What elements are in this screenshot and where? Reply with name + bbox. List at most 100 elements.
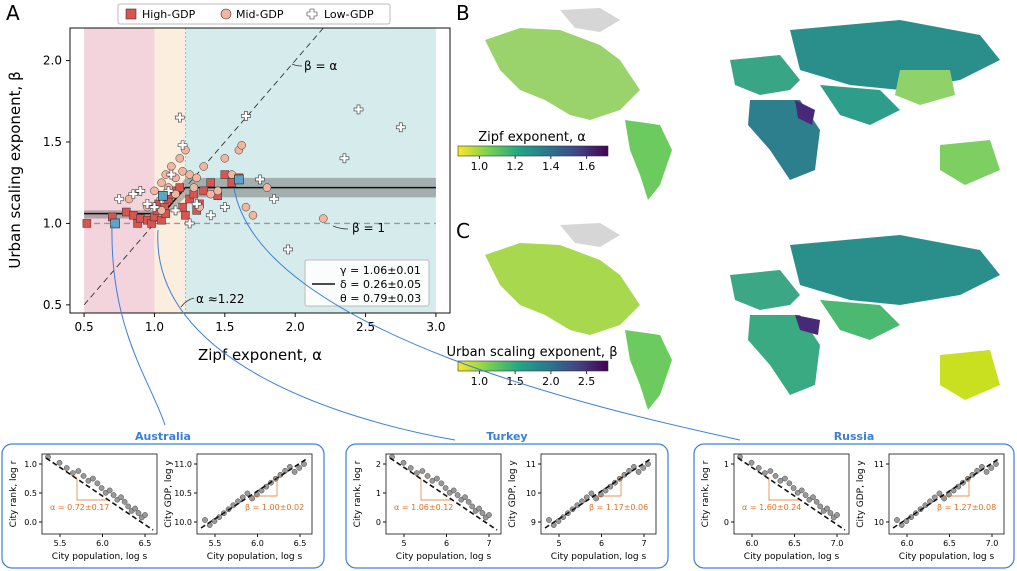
colorbar-tick-label-0: 1.0 <box>471 160 489 173</box>
right-point-0 <box>546 517 552 523</box>
left-point-19 <box>479 510 486 516</box>
right-xlabel: City population, log s <box>551 552 647 562</box>
left-point-19 <box>827 510 834 516</box>
inset-russia: Russia α = 1.60±0.24 6.0 6.5 7.0 0 1 City popul… <box>693 430 1015 569</box>
left-ylabel: City rank, log r <box>9 460 19 527</box>
left-point-11 <box>450 487 457 494</box>
horn-of-africa-shape <box>795 100 815 125</box>
left-slope-triangle <box>768 478 799 501</box>
point-2-14 <box>241 111 251 121</box>
inset-connectors <box>111 187 741 441</box>
rank-fit-line <box>45 457 154 531</box>
right-ytick-label-1: 10.5 <box>174 489 192 498</box>
colorbar-scaling-label: Urban scaling exponent, β <box>447 345 618 360</box>
fit-gamma: γ = 1.06±0.01 <box>340 264 421 277</box>
point-1-2 <box>150 186 159 196</box>
point-2-10 <box>184 218 195 229</box>
ytick-label-3: 2.0 <box>43 54 62 68</box>
right-point-0 <box>202 517 208 523</box>
left-xtick-label-1: 6.5 <box>788 539 801 548</box>
right-xlabel: City population, log s <box>899 552 995 562</box>
panel-letter-b: B <box>456 1 470 25</box>
point-1-22 <box>248 211 258 220</box>
right-annotation: β = 1.17±0.06 <box>589 503 648 512</box>
point-2-13 <box>220 202 230 212</box>
left-point-18 <box>132 505 138 512</box>
right-xtick-label-0: 5 <box>556 539 561 548</box>
inset-turkey: Turkey α = 1.06±0.12 5 6 7 0 1 2 City population… <box>345 430 669 569</box>
right-point-19 <box>291 469 298 475</box>
right-ylabel: City GDP, log y <box>856 460 866 528</box>
xtick-label-0: 0.5 <box>75 320 94 334</box>
left-point-21 <box>486 512 492 518</box>
colorbar-tick-label-3: 1.6 <box>578 160 596 173</box>
left-xtick-label-0: 5.5 <box>54 539 67 548</box>
inset-title: Russia <box>834 430 875 443</box>
left-ylabel: City rank, log r <box>701 460 711 527</box>
left-point-5 <box>80 473 87 479</box>
beta-equals-one-label: β = 1 <box>352 221 385 235</box>
point-1-23 <box>262 183 272 192</box>
point-3-1 <box>158 190 168 201</box>
x-axis-label: Zipf exponent, α <box>198 346 322 364</box>
left-point-2 <box>755 465 762 471</box>
point-1-21 <box>241 202 251 212</box>
left-point-6 <box>777 477 784 484</box>
point-1-25 <box>171 189 180 199</box>
left-point-7 <box>434 475 440 482</box>
left-point-3 <box>761 470 768 476</box>
point-0-28 <box>181 211 190 220</box>
left-point-7 <box>90 475 96 482</box>
colorbar-tick-label-1: 1.2 <box>506 160 524 173</box>
right-ytick-label-1: 11 <box>874 460 884 469</box>
axes-frame <box>69 27 451 314</box>
point-2-8 <box>174 112 185 123</box>
left-point-19 <box>135 510 142 516</box>
point-2-11 <box>191 199 202 209</box>
country-points <box>82 104 406 255</box>
left-xtick-label-2: 6.5 <box>139 539 152 548</box>
china-shape <box>895 70 955 105</box>
xtick-label-4: 2.5 <box>356 320 375 334</box>
left-point-4 <box>75 468 82 474</box>
ytick-label-1: 1.0 <box>43 216 62 230</box>
left-xlabel: City population, log s <box>52 552 148 562</box>
inset-title: Australia <box>135 430 191 443</box>
point-1-15 <box>206 189 215 199</box>
left-axes <box>385 453 502 535</box>
left-point-8 <box>438 480 445 487</box>
left-ytick-label-0: 0.0 <box>24 518 37 527</box>
left-point-1 <box>400 459 407 466</box>
right-xtick-label-0: 6.0 <box>901 539 914 548</box>
left-point-9 <box>790 485 797 491</box>
colorbar-tick-label-2: 1.4 <box>542 160 560 173</box>
europe-shape-c <box>730 270 800 310</box>
left-point-21 <box>142 512 148 518</box>
point-2-2 <box>135 186 146 196</box>
point-2-15 <box>255 174 265 185</box>
colorbar-gradient <box>457 360 609 372</box>
left-point-16 <box>817 503 824 510</box>
point-1-18 <box>227 170 237 179</box>
left-point-12 <box>454 492 461 498</box>
world-map-scaling: 1.0 1.5 2.0 2.5 Urban scaling exponent, β <box>447 215 1015 410</box>
axis-ticks: 0.5 1.0 1.5 2.0 2.5 3.0 0.5 1.0 1.5 2.0 <box>43 54 446 334</box>
gdp-fit-line <box>892 457 1001 529</box>
colorbar-zipf-label: Zipf exponent, α <box>478 130 586 145</box>
gdp-legend <box>117 3 391 25</box>
right-point-20 <box>640 465 647 471</box>
left-xtick-label-0: 6.0 <box>746 539 759 548</box>
south-america-shape-c <box>625 330 672 410</box>
point-2-9 <box>177 140 188 151</box>
inset-australia: Australia α = 0.72±0.17 5.5 6.0 6.5 0.0 0.5 1.0… <box>1 430 325 569</box>
left-point-1 <box>56 459 63 466</box>
left-point-18 <box>476 505 482 512</box>
left-ytick-label-1: 1 <box>376 489 381 498</box>
point-2-3 <box>142 199 153 209</box>
left-ytick-label-1: 1 <box>724 460 729 469</box>
point-1-13 <box>192 173 201 183</box>
left-point-11 <box>798 487 805 494</box>
right-xtick-label-2: 7.0 <box>986 539 999 548</box>
europe-shape <box>730 55 800 95</box>
